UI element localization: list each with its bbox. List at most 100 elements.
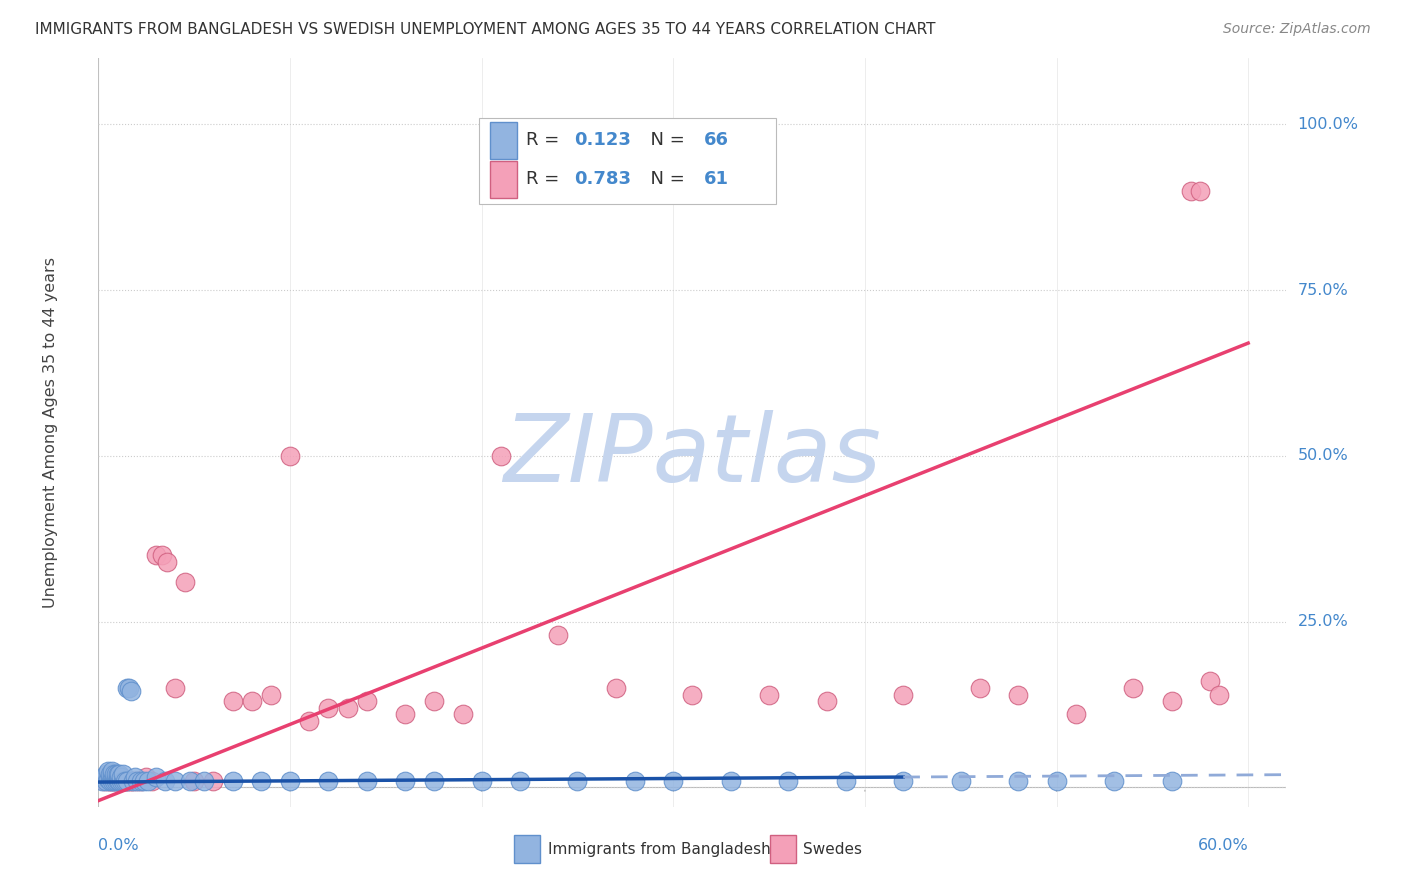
Text: 60.0%: 60.0% — [1198, 838, 1249, 853]
Point — [98, 773, 121, 788]
Bar — [491, 161, 516, 198]
Point — [93, 773, 115, 788]
Point — [318, 773, 340, 788]
Point — [118, 681, 141, 695]
Text: 0.0%: 0.0% — [98, 838, 139, 853]
Point — [165, 681, 187, 695]
Point — [1180, 184, 1202, 198]
Point — [120, 684, 142, 698]
Point — [298, 714, 321, 728]
Point — [108, 773, 131, 788]
Point — [101, 764, 124, 778]
Point — [97, 764, 120, 778]
Point — [605, 681, 627, 695]
Point — [1208, 688, 1230, 702]
Point — [547, 628, 569, 642]
Point — [1064, 707, 1087, 722]
Point — [112, 767, 135, 781]
Point — [93, 771, 115, 785]
Point — [107, 771, 129, 785]
Text: N =: N = — [638, 131, 690, 149]
Point — [103, 771, 125, 785]
Point — [336, 700, 359, 714]
Text: R =: R = — [526, 131, 565, 149]
Text: R =: R = — [526, 170, 565, 188]
Point — [125, 773, 148, 788]
Point — [145, 549, 167, 563]
Point — [103, 773, 125, 788]
Point — [394, 707, 416, 722]
Point — [110, 773, 132, 788]
Point — [115, 773, 138, 788]
Point — [110, 771, 132, 785]
Point — [778, 773, 800, 788]
Point — [318, 700, 340, 714]
Point — [509, 773, 531, 788]
Point — [122, 773, 145, 788]
Point — [356, 694, 378, 708]
Point — [115, 681, 138, 695]
Text: 25.0%: 25.0% — [1298, 614, 1348, 629]
Point — [98, 773, 121, 788]
Point — [1007, 773, 1029, 788]
Point — [1160, 773, 1182, 788]
Point — [1007, 688, 1029, 702]
Text: Source: ZipAtlas.com: Source: ZipAtlas.com — [1223, 22, 1371, 37]
Point — [134, 773, 156, 788]
Point — [110, 771, 132, 785]
Point — [681, 688, 703, 702]
Point — [104, 771, 127, 785]
Point — [949, 773, 972, 788]
Point — [815, 694, 838, 708]
Point — [114, 773, 136, 788]
Point — [104, 767, 127, 781]
Text: 0.123: 0.123 — [574, 131, 630, 149]
Point — [423, 694, 446, 708]
Point — [107, 773, 129, 788]
Text: 100.0%: 100.0% — [1298, 117, 1358, 132]
Point — [1160, 694, 1182, 708]
Point — [120, 773, 142, 788]
Text: Swedes: Swedes — [803, 842, 862, 856]
Point — [1045, 773, 1067, 788]
Bar — [515, 835, 540, 863]
Point — [101, 773, 124, 788]
Point — [183, 773, 205, 788]
Bar — [491, 121, 516, 159]
Point — [423, 773, 446, 788]
Point — [97, 773, 120, 788]
Point — [125, 773, 148, 788]
Text: 61: 61 — [704, 170, 730, 188]
Point — [98, 771, 121, 785]
Point — [112, 773, 135, 788]
Point — [91, 773, 114, 788]
Point — [471, 773, 494, 788]
Point — [122, 773, 145, 788]
Point — [108, 771, 131, 785]
Text: IMMIGRANTS FROM BANGLADESH VS SWEDISH UNEMPLOYMENT AMONG AGES 35 TO 44 YEARS COR: IMMIGRANTS FROM BANGLADESH VS SWEDISH UN… — [35, 22, 935, 37]
Point — [969, 681, 991, 695]
Point — [394, 773, 416, 788]
Point — [165, 773, 187, 788]
Point — [624, 773, 647, 788]
Point — [98, 771, 121, 785]
Point — [108, 772, 131, 787]
Point — [115, 773, 138, 788]
Point — [145, 771, 167, 785]
Point — [150, 549, 173, 563]
Point — [101, 771, 124, 785]
Point — [101, 771, 124, 785]
Point — [107, 771, 129, 785]
Point — [260, 688, 283, 702]
Text: Unemployment Among Ages 35 to 44 years: Unemployment Among Ages 35 to 44 years — [44, 257, 59, 608]
Point — [221, 694, 243, 708]
Point — [278, 449, 301, 463]
Text: 75.0%: 75.0% — [1298, 283, 1348, 298]
Point — [356, 773, 378, 788]
Point — [103, 767, 125, 781]
Point — [108, 767, 131, 781]
FancyBboxPatch shape — [478, 118, 776, 204]
Point — [135, 771, 157, 785]
Point — [193, 773, 215, 788]
Text: 66: 66 — [704, 131, 730, 149]
